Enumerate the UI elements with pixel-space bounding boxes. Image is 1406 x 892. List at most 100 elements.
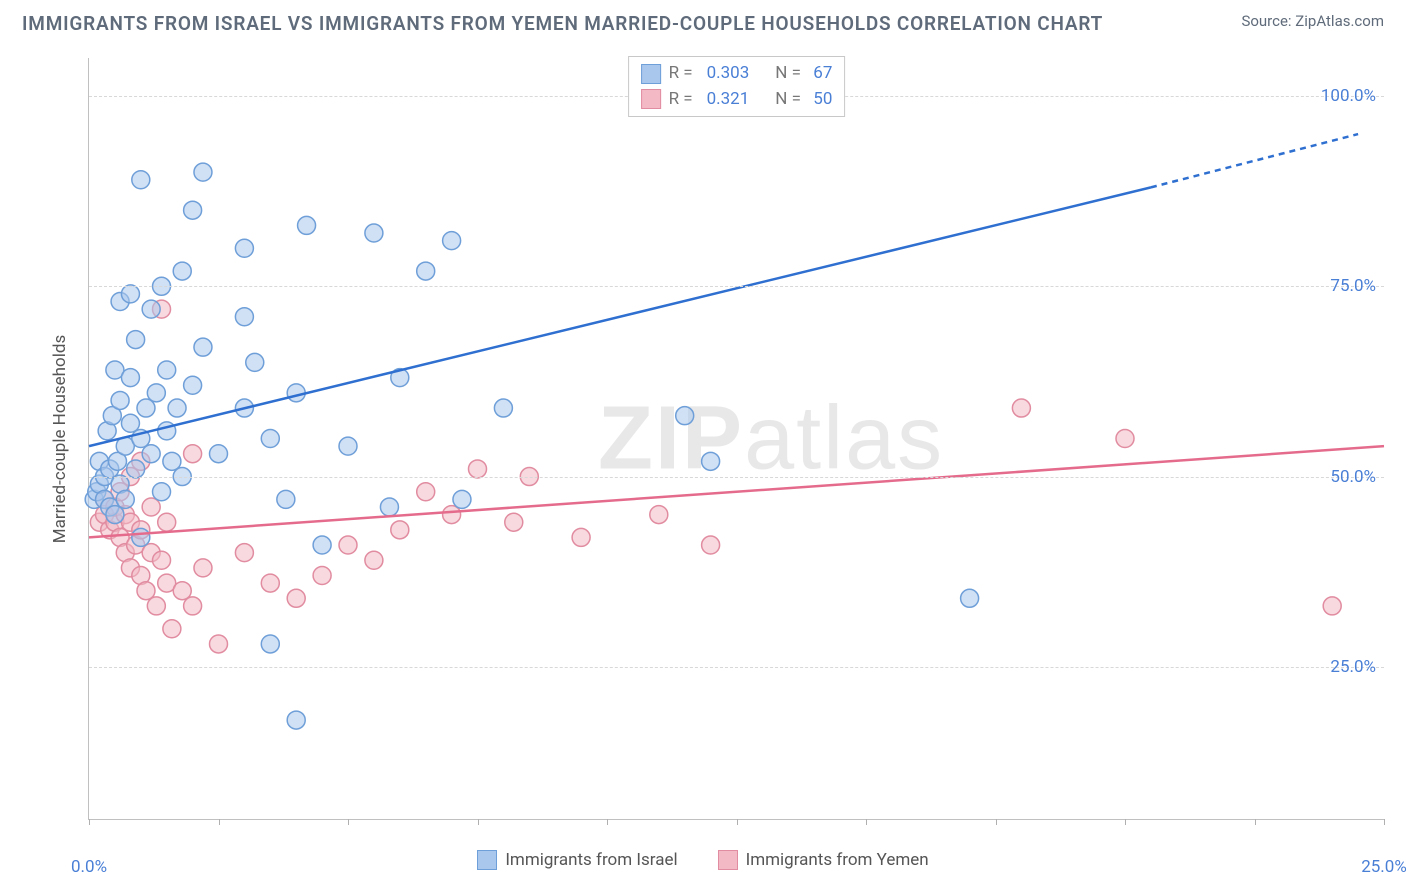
plot-area: ZIPatlas R = 0.303 N = 67 R = 0.321 N = … <box>88 58 1384 820</box>
legend-stats-row: R = 0.303 N = 67 <box>641 61 833 87</box>
data-point <box>121 369 139 387</box>
data-point <box>1116 430 1134 448</box>
data-point <box>194 559 212 577</box>
data-point <box>246 353 264 371</box>
data-point <box>676 407 694 425</box>
data-point <box>505 513 523 531</box>
data-point <box>127 331 145 349</box>
r-value-yemen: 0.321 <box>707 87 750 113</box>
data-point <box>235 239 253 257</box>
data-point <box>158 513 176 531</box>
data-point <box>210 445 228 463</box>
legend-stats-row: R = 0.321 N = 50 <box>641 87 833 113</box>
data-point <box>298 216 316 234</box>
source-link[interactable]: ZipAtlas.com <box>1295 12 1384 30</box>
data-point <box>137 582 155 600</box>
data-point <box>380 498 398 516</box>
data-point <box>443 506 461 524</box>
source-label: Source: <box>1241 12 1291 30</box>
legend-swatch-israel <box>641 64 661 84</box>
data-point <box>158 361 176 379</box>
data-point <box>650 506 668 524</box>
data-point <box>116 490 134 508</box>
data-point <box>184 597 202 615</box>
n-value-yemen: 50 <box>813 87 832 113</box>
legend-item-israel: Immigrants from Israel <box>477 850 677 870</box>
y-tick-label: 50.0% <box>1330 467 1376 487</box>
data-point <box>417 483 435 501</box>
data-point <box>469 460 487 478</box>
data-point <box>168 399 186 417</box>
data-point <box>313 536 331 554</box>
data-point <box>173 582 191 600</box>
data-point <box>153 483 171 501</box>
data-point <box>210 635 228 653</box>
data-point <box>194 163 212 181</box>
plot-svg <box>89 58 1384 819</box>
data-point <box>453 490 471 508</box>
data-point <box>163 620 181 638</box>
y-axis-label: Married-couple Households <box>50 335 70 543</box>
data-point <box>142 445 160 463</box>
data-point <box>194 338 212 356</box>
data-point <box>572 528 590 546</box>
legend-label-yemen: Immigrants from Yemen <box>746 850 929 870</box>
data-point <box>443 232 461 250</box>
data-point <box>121 414 139 432</box>
data-point <box>702 452 720 470</box>
source: Source: ZipAtlas.com <box>1241 12 1384 30</box>
data-point <box>1323 597 1341 615</box>
data-point <box>147 384 165 402</box>
data-point <box>163 452 181 470</box>
data-point <box>147 597 165 615</box>
header: IMMIGRANTS FROM ISRAEL VS IMMIGRANTS FRO… <box>0 0 1406 35</box>
data-point <box>261 635 279 653</box>
data-point <box>261 574 279 592</box>
data-point <box>184 445 202 463</box>
data-point <box>184 376 202 394</box>
data-point <box>277 490 295 508</box>
data-point <box>261 430 279 448</box>
data-point <box>153 551 171 569</box>
n-value-israel: 67 <box>813 61 832 87</box>
data-point <box>391 521 409 539</box>
legend-label-israel: Immigrants from Israel <box>505 850 677 870</box>
plot-wrap: Married-couple Households ZIPatlas R = 0… <box>50 58 1384 820</box>
data-point <box>235 544 253 562</box>
data-point <box>339 437 357 455</box>
legend-stats: R = 0.303 N = 67 R = 0.321 N = 50 <box>628 56 846 117</box>
data-point <box>132 528 150 546</box>
legend-swatch-yemen <box>641 89 661 109</box>
data-point <box>142 498 160 516</box>
y-tick-label: 75.0% <box>1330 276 1376 296</box>
data-point <box>184 201 202 219</box>
y-tick-label: 25.0% <box>1330 657 1376 677</box>
data-point <box>702 536 720 554</box>
data-point <box>111 391 129 409</box>
data-point <box>365 224 383 242</box>
data-point <box>494 399 512 417</box>
data-point <box>339 536 357 554</box>
data-point <box>106 506 124 524</box>
data-point <box>365 551 383 569</box>
r-label: R = <box>669 87 699 113</box>
data-point <box>142 300 160 318</box>
data-point <box>121 285 139 303</box>
data-point <box>132 171 150 189</box>
n-label: N = <box>775 61 805 87</box>
data-point <box>961 589 979 607</box>
data-point <box>137 399 155 417</box>
data-point <box>1012 399 1030 417</box>
n-label: N = <box>775 87 805 113</box>
data-point <box>287 589 305 607</box>
r-label: R = <box>669 61 699 87</box>
legend-series: Immigrants from Israel Immigrants from Y… <box>0 850 1406 870</box>
data-point <box>313 566 331 584</box>
data-point <box>287 711 305 729</box>
chart-title: IMMIGRANTS FROM ISRAEL VS IMMIGRANTS FRO… <box>22 12 1103 35</box>
legend-swatch-yemen <box>718 850 738 870</box>
data-point <box>127 460 145 478</box>
data-point <box>235 308 253 326</box>
data-point <box>173 262 191 280</box>
legend-swatch-israel <box>477 850 497 870</box>
